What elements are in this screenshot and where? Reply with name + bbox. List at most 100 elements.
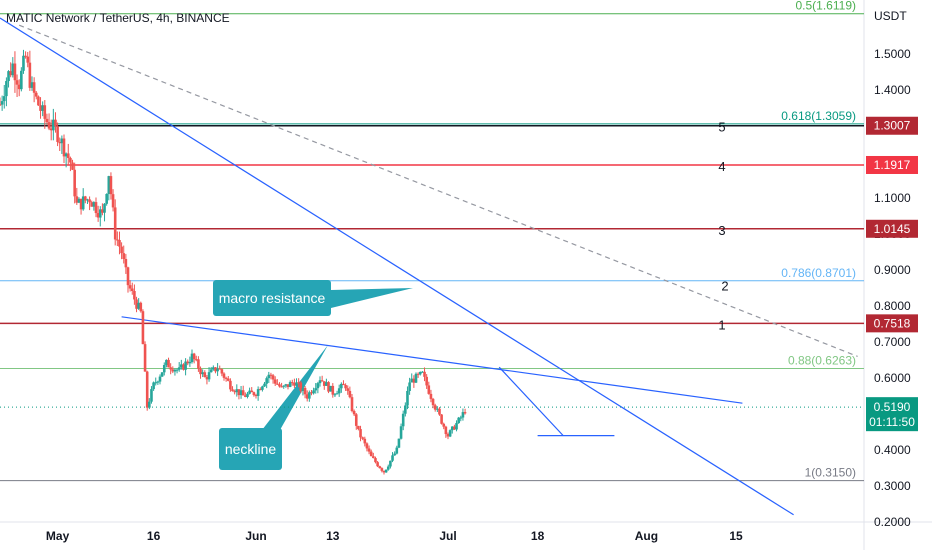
candle-body (231, 389, 234, 392)
macro-resistance-callout[interactable]: macro resistance (213, 280, 331, 316)
neckline-callout[interactable]: neckline (219, 428, 282, 470)
candle-body (290, 382, 294, 384)
candle-body (224, 377, 228, 379)
x-tick-label: 13 (326, 529, 340, 543)
candle-body (271, 375, 275, 380)
candle-body (265, 378, 268, 384)
candle-body (457, 417, 460, 424)
candle-body (463, 412, 467, 414)
candle-body (273, 379, 277, 384)
candle-body (254, 395, 258, 397)
candle-body (20, 70, 23, 90)
candle-body (372, 456, 375, 459)
candle-body (45, 118, 49, 123)
candle-body (318, 380, 322, 384)
candle-body (348, 390, 352, 398)
candle-body (408, 382, 411, 391)
candle-body (43, 105, 47, 119)
x-tick-label: 16 (147, 529, 161, 543)
candle-body (41, 105, 44, 111)
candle-body (222, 373, 226, 378)
candle-body (367, 448, 371, 452)
candle-body (124, 258, 128, 268)
candle-body (365, 443, 369, 449)
candle-body (90, 202, 94, 207)
candle-body (414, 373, 418, 383)
candle-body (194, 359, 198, 361)
candle-body (92, 202, 96, 207)
level-price-badge (866, 116, 918, 135)
candle-body (156, 381, 160, 383)
candle-body (30, 82, 34, 88)
candle-body (197, 359, 200, 369)
candle-body (322, 381, 326, 386)
y-tick-label: 1.1000 (874, 191, 911, 205)
candle-body (101, 209, 104, 213)
candle-body (216, 368, 219, 372)
candle-body (239, 390, 243, 396)
candle-body (369, 451, 373, 457)
candle-body (26, 56, 30, 63)
candle-body (250, 390, 254, 393)
candle-body (209, 369, 213, 373)
candle-body (177, 367, 181, 370)
candle-body (384, 469, 388, 473)
y-tick-label: 0.2000 (874, 515, 911, 529)
candle-body (162, 365, 166, 373)
level-number: 2 (721, 278, 728, 293)
candle-body (455, 423, 458, 430)
candle-body (331, 385, 335, 395)
candle-body (340, 383, 343, 389)
candle-body (34, 92, 38, 97)
trendline-neckline (121, 316, 743, 404)
candle-body (391, 455, 394, 461)
candle-body (380, 468, 384, 471)
candle-body (184, 361, 187, 370)
fib-level-label: 1(0.3150) (805, 466, 856, 480)
candle-body (293, 382, 296, 386)
candle-body (263, 383, 266, 387)
y-tick-label: 0.9000 (874, 263, 911, 277)
candle-body (158, 376, 162, 382)
candle-body (280, 386, 283, 388)
candle-body (5, 81, 8, 97)
candle-body (37, 96, 40, 106)
candle-body (329, 385, 332, 392)
candle-body (2, 96, 6, 102)
candle-body (86, 199, 89, 201)
candle-body (235, 389, 239, 393)
level-price-text: 0.7518 (874, 316, 911, 330)
current-price-text: 0.5190 (874, 400, 911, 414)
candle-body (226, 378, 230, 381)
candle-body (69, 157, 72, 163)
candle-body (229, 380, 232, 390)
candle-body (145, 371, 149, 408)
candle-body (201, 372, 204, 375)
candle-body (188, 362, 192, 364)
candle-body (354, 414, 358, 426)
candle-body (276, 383, 279, 385)
candle-body (199, 368, 202, 375)
candle-body (436, 408, 439, 410)
candle-body (64, 153, 68, 157)
candle-body (15, 80, 19, 85)
candle-body (433, 405, 437, 410)
candle-body (418, 371, 422, 375)
candle-body (244, 395, 247, 397)
candle-body (269, 374, 273, 376)
candle-body (299, 382, 303, 392)
candle-body (427, 385, 431, 394)
candle-body (412, 378, 416, 383)
candle-body (346, 388, 350, 391)
candle-body (116, 239, 119, 241)
trendline-wedge-upper (498, 366, 564, 437)
candle-body (295, 382, 298, 386)
candle-body (305, 394, 309, 399)
candle-body (175, 369, 179, 371)
candle-body (267, 374, 271, 379)
level-number: 4 (718, 159, 725, 174)
candle-body (9, 71, 12, 76)
candle-body (410, 378, 414, 383)
